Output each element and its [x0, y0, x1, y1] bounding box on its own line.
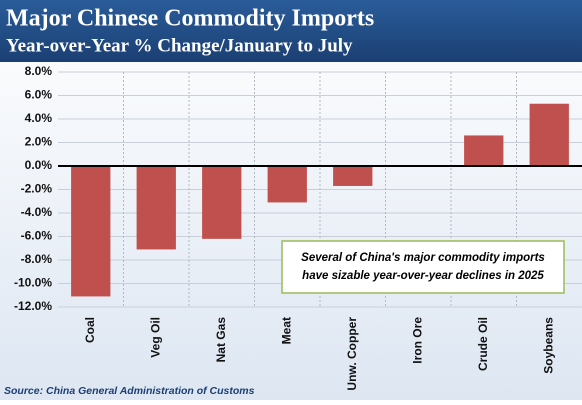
x-tick-label: Unw. Copper: [345, 317, 359, 391]
x-tick-label: Soybeans: [541, 317, 555, 374]
y-tick-label: -4.0%: [21, 205, 53, 219]
x-tick-label: Iron Ore: [410, 317, 424, 364]
y-tick-label: 8.0%: [25, 64, 53, 78]
bar: [267, 166, 307, 203]
annotation-box: [281, 240, 565, 294]
bar: [136, 166, 176, 250]
y-tick-label: 2.0%: [25, 135, 53, 149]
bar: [202, 166, 242, 239]
x-tick-label: Veg Oil: [148, 317, 162, 358]
y-tick-label: -8.0%: [21, 252, 53, 266]
y-tick-label: -10.0%: [14, 276, 52, 290]
annotation-line: Several of China's major commodity impor…: [301, 252, 545, 264]
y-tick-label: 6.0%: [25, 88, 53, 102]
bar: [333, 166, 373, 186]
y-tick-label: -12.0%: [14, 299, 52, 313]
x-tick-label: Meat: [279, 317, 293, 344]
y-tick-label: 0.0%: [25, 158, 53, 172]
header: [0, 0, 582, 62]
plot: 8.0% 6.0% 4.0% 2.0% 0.0% -2.0% -4.0% -6.0% -8.0%…: [14, 64, 582, 391]
annotation-line: have sizable year-over-year declines in …: [302, 270, 544, 282]
bar: [464, 135, 504, 166]
chart-subtitle: Year-over-Year % Change/January to July: [6, 35, 353, 56]
source: Source: China General Administration of …: [4, 385, 255, 397]
chart-title: Major Chinese Commodity Imports: [6, 6, 374, 32]
y-tick-label: -6.0%: [21, 229, 53, 243]
x-tick-label: Crude Oil: [476, 317, 490, 371]
bar: [529, 103, 569, 166]
x-tick-label: Nat Gas: [214, 317, 228, 363]
y-tick-label: -2.0%: [21, 182, 53, 196]
bar: [71, 166, 111, 297]
x-tick-label: Coal: [83, 317, 97, 343]
y-tick-label: 4.0%: [25, 111, 53, 125]
